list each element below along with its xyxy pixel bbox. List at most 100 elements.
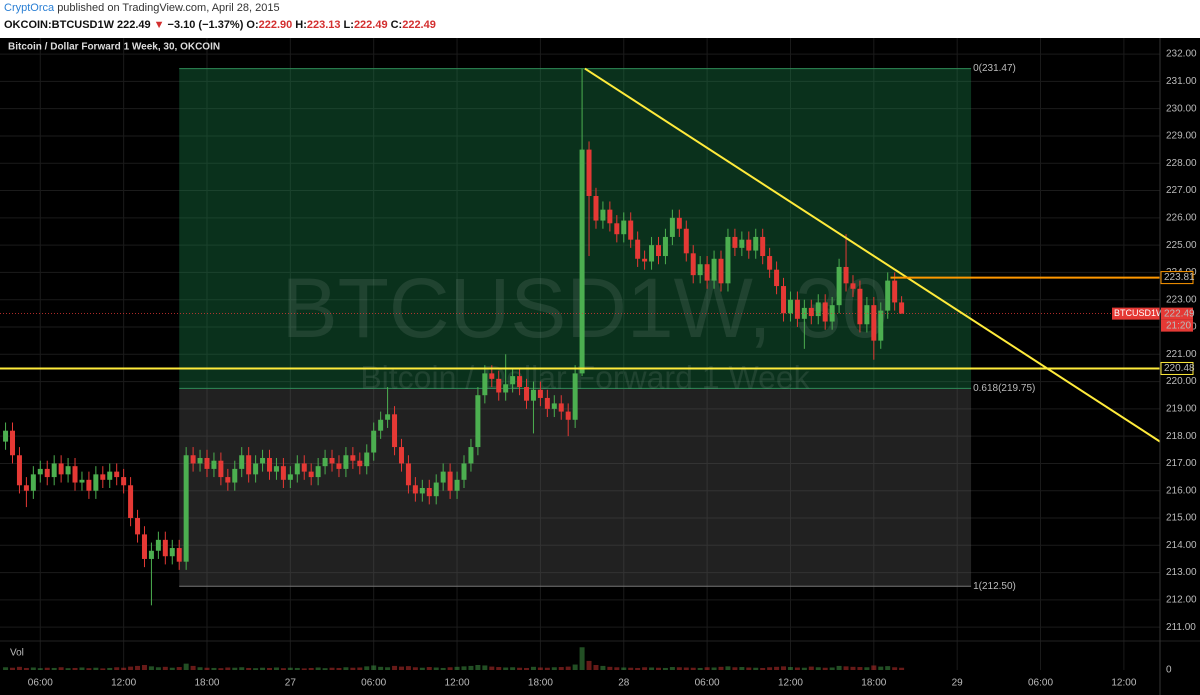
candle-body <box>162 539 168 557</box>
volume-bar <box>322 668 328 670</box>
candle-body <box>524 387 530 401</box>
y-tick-label: 221.00 <box>1166 349 1197 360</box>
volume-bar <box>732 667 738 670</box>
candle-body <box>899 302 905 314</box>
candle-body <box>128 485 134 519</box>
volume-bar <box>815 667 821 670</box>
candle-body <box>385 414 391 420</box>
candle-body <box>357 460 363 467</box>
volume-bar <box>392 665 398 670</box>
volume-bar <box>204 667 210 670</box>
volume-bar <box>357 667 363 670</box>
candle-body <box>232 468 238 483</box>
price-tag <box>1160 361 1194 375</box>
volume-bar <box>892 667 898 670</box>
volume-bar <box>107 667 113 670</box>
volume-bar <box>774 666 780 670</box>
volume-bar <box>190 665 196 670</box>
volume-bar <box>461 666 467 670</box>
volume-bar <box>44 667 50 670</box>
volume-bar <box>51 667 57 670</box>
price-tag-label: 220.48 <box>1164 363 1195 374</box>
volume-bar <box>10 667 16 670</box>
volume-bar <box>760 667 766 670</box>
candle-body <box>287 474 293 480</box>
price: 222.49 <box>117 19 151 31</box>
candle-body <box>260 457 266 464</box>
candle-body <box>565 411 571 420</box>
volume-bar <box>496 667 502 670</box>
candle-body <box>655 245 661 257</box>
volume-bar <box>121 667 127 670</box>
ohlc-value: 222.90 <box>258 19 293 31</box>
x-tick-label: 12:00 <box>445 678 470 689</box>
candle-body <box>732 236 738 248</box>
volume-bar <box>232 667 238 670</box>
volume-bar <box>808 666 814 670</box>
candle-body <box>412 485 418 494</box>
price-tag <box>1160 271 1194 285</box>
volume-bar <box>753 667 759 670</box>
y-tick-label: 228.00 <box>1166 158 1197 169</box>
candle-body <box>704 264 710 281</box>
volume-bar <box>746 667 752 670</box>
volume-tick-label: 0 <box>1166 665 1172 676</box>
candle-body <box>829 305 835 322</box>
candle-body <box>815 302 821 317</box>
candle-body <box>301 463 307 472</box>
candle-body <box>267 457 273 472</box>
volume-bar <box>3 667 9 670</box>
candle-body <box>16 455 22 486</box>
volume-bar <box>176 667 182 670</box>
volume-bar <box>364 666 370 670</box>
volume-bar <box>135 665 141 670</box>
candle-body <box>433 482 439 497</box>
volume-bar <box>544 667 550 670</box>
y-tick-label: 232.00 <box>1166 49 1197 60</box>
volume-bar <box>669 667 675 670</box>
volume-bar <box>447 667 453 670</box>
volume-bar <box>211 667 217 670</box>
candle-body <box>378 419 384 431</box>
candle-body <box>649 245 655 262</box>
volume-bar <box>885 666 891 670</box>
candle-body <box>239 455 245 469</box>
candle-body <box>364 452 370 467</box>
candle-body <box>669 217 675 237</box>
author[interactable]: CryptOrca <box>4 2 55 14</box>
candle-body <box>607 209 613 224</box>
candle-body <box>329 457 335 464</box>
volume-bar <box>787 667 793 670</box>
volume-bar <box>864 667 870 670</box>
candle-body <box>51 463 57 478</box>
symbol: OKCOIN:BTCUSD1W <box>4 19 114 31</box>
volume-bar <box>655 667 661 670</box>
volume-bar <box>517 667 523 670</box>
y-tick-label: 218.00 <box>1166 431 1197 442</box>
volume-bar <box>572 664 578 670</box>
header: CryptOrca published on TradingView.com, … <box>0 0 1200 38</box>
candle-body <box>489 373 495 379</box>
candle-body <box>628 220 634 240</box>
x-tick-label: 12:00 <box>111 678 136 689</box>
last-name: BTCUSD1W <box>1114 308 1165 318</box>
candle-body <box>885 280 891 311</box>
volume-bar <box>718 666 724 670</box>
y-tick-label: 226.00 <box>1166 212 1197 223</box>
volume-bar <box>398 666 404 670</box>
volume-bar <box>79 667 85 670</box>
volume-bar <box>558 667 564 670</box>
volume-bar <box>267 667 273 670</box>
volume-bar <box>37 668 43 670</box>
volume-bar <box>801 667 807 670</box>
candle-body <box>739 239 745 248</box>
candle-body <box>662 236 668 257</box>
x-tick-label: 18:00 <box>861 678 886 689</box>
candle-body <box>93 474 99 491</box>
volume-bar <box>628 667 634 670</box>
y-tick-label: 215.00 <box>1166 513 1197 524</box>
candle-body <box>294 463 300 475</box>
candle-body <box>642 258 648 262</box>
candle-body <box>461 463 467 480</box>
